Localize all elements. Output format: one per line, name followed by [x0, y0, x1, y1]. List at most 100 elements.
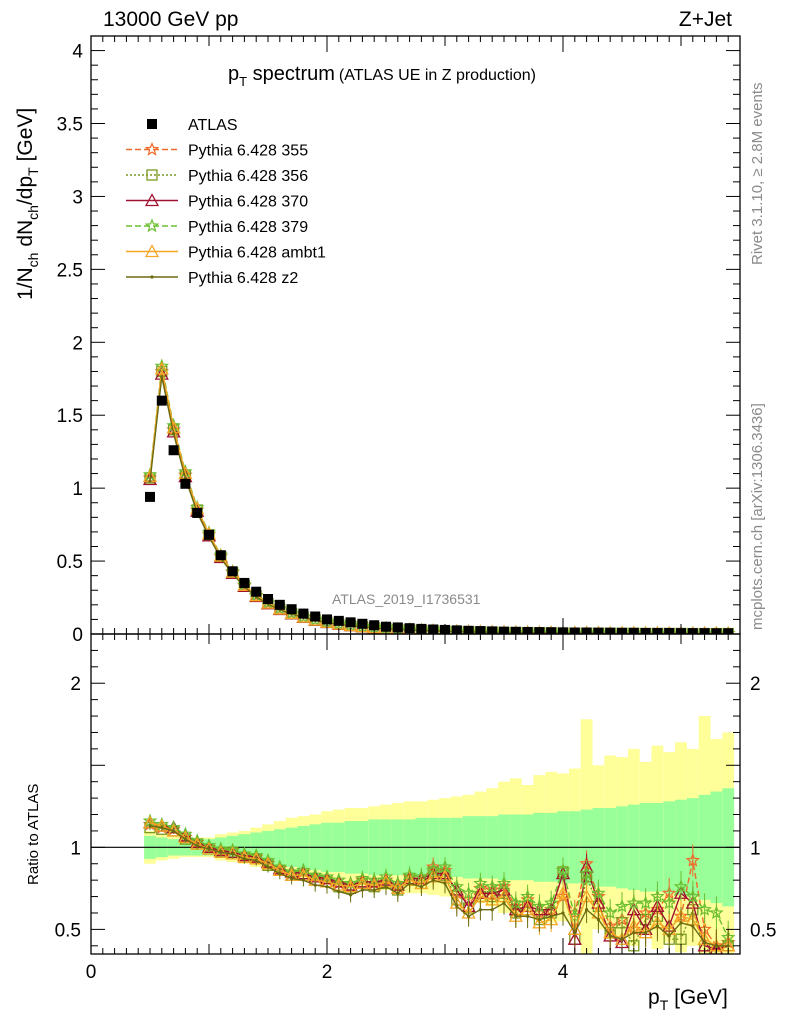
legend-entry: Pythia 6.428 379	[126, 218, 308, 236]
ratio-point	[266, 865, 270, 869]
ratio-point	[490, 908, 494, 912]
analysis-watermark: ATLAS_2019_I1736531	[332, 591, 481, 607]
mcplots-label: mcplots.cern.ch [arXiv:1306.3436]	[749, 403, 766, 630]
ratio-tick-label: 1	[70, 838, 81, 859]
legend-marker	[150, 275, 154, 279]
legend-label: Pythia 6.428 ambt1	[188, 245, 326, 262]
ratio-line	[149, 825, 729, 947]
ratio-point	[455, 904, 459, 909]
atlas-point	[204, 529, 214, 540]
legend: ATLAS Pythia 6.428 355 Pythia 6.428 356 Pyt…	[126, 117, 326, 287]
atlas-point	[298, 608, 309, 619]
ratio-point	[325, 885, 329, 889]
atlas-point	[286, 604, 297, 615]
x-axis-label: pT [GeV]	[648, 986, 728, 1013]
legend-entry: Pythia 6.428 356	[126, 168, 308, 185]
legend-entry: ATLAS	[147, 117, 238, 134]
ratio-point	[555, 885, 571, 899]
ratio-point	[443, 881, 447, 886]
ratio-point	[502, 901, 506, 905]
ratio-point	[461, 885, 476, 900]
x-tick-label: 0	[86, 962, 97, 983]
y-tick-label: 2.5	[57, 260, 83, 281]
ratio-point	[290, 876, 294, 881]
ratio-point	[703, 940, 707, 945]
ratio-point	[596, 917, 601, 922]
ratio-line	[149, 822, 729, 947]
ratio-point	[514, 914, 518, 918]
ratio-point	[655, 924, 660, 928]
ratio-point	[408, 881, 412, 886]
y-tick-label: 2	[72, 333, 83, 354]
atlas-point	[333, 615, 344, 626]
y-tick-label: 0	[72, 625, 83, 646]
ratio-point	[591, 885, 606, 900]
ratio-point	[697, 902, 712, 916]
ratio-point	[561, 911, 565, 915]
ratio-point	[467, 914, 471, 918]
ratio-point	[685, 852, 701, 867]
legend-label: Pythia 6.428 356	[188, 168, 308, 185]
ratio-point	[626, 895, 642, 910]
atlas-point	[227, 566, 238, 577]
y-tick-label: 0.5	[57, 552, 83, 573]
ratio-point	[183, 837, 187, 841]
legend-label: Pythia 6.428 370	[188, 194, 308, 211]
ratio-point	[709, 905, 724, 920]
legend-marker	[144, 244, 160, 258]
ratio-point	[726, 944, 730, 948]
ratio-tick-label-right: 0.5	[750, 920, 776, 941]
mc-point	[166, 424, 181, 438]
y-axis-label: 1/Nch dNch/dpT [GeV]	[14, 108, 41, 300]
ratio-point	[709, 941, 724, 954]
ratio-point	[396, 891, 400, 895]
legend-marker	[146, 169, 158, 181]
ratio-point	[667, 934, 671, 938]
y-tick-label: 1	[72, 479, 83, 500]
ratio-point	[449, 879, 465, 893]
ratio-frame	[90, 633, 741, 955]
ratio-point	[614, 898, 630, 913]
ratio-tick-label: 2	[70, 674, 81, 695]
ratio-point	[154, 818, 169, 832]
y-tick-label: 3.5	[57, 115, 83, 136]
ratio-point	[384, 885, 388, 889]
ratio-point	[555, 862, 571, 877]
legend-marker	[147, 119, 157, 129]
ratio-point	[585, 908, 589, 912]
ratio-point	[195, 844, 199, 848]
ratio-point	[691, 924, 695, 928]
atlas-point	[357, 618, 368, 629]
ratio-point	[632, 931, 636, 935]
ratio-point	[650, 888, 665, 903]
ratio-point	[573, 931, 577, 935]
header-left: 13000 GeV pp	[103, 8, 238, 31]
plot-title: pT spectrum (ATLAS UE in Z production)	[228, 63, 536, 89]
ratio-tick-label: 0.5	[55, 920, 81, 941]
atlas-point	[215, 550, 226, 561]
ratio-point	[661, 895, 677, 910]
legend-entry: Pythia 6.428 z2	[126, 270, 298, 287]
ratio-point	[242, 857, 246, 861]
atlas-point	[145, 491, 155, 502]
ratio-y-axis-label: Ratio to ATLAS	[25, 784, 42, 885]
ratio-point	[231, 852, 235, 856]
ratio-point	[349, 893, 353, 897]
ratio-tick-label-right: 1	[750, 838, 761, 859]
mc-point	[148, 479, 152, 483]
ratio-series-group	[91, 813, 740, 954]
ratio-point	[526, 914, 530, 918]
atlas-point	[180, 478, 191, 489]
mc-point	[172, 432, 176, 436]
legend-entry: Pythia 6.428 355	[126, 141, 308, 160]
atlas-point	[274, 599, 285, 610]
ratio-point	[219, 850, 223, 854]
ratio-point	[254, 858, 258, 863]
ratio-point	[638, 895, 653, 910]
ratio-point	[431, 878, 435, 882]
ratio-point	[537, 917, 542, 922]
x-tick-label: 4	[558, 962, 569, 983]
ratio-point	[608, 934, 612, 938]
ratio-point	[714, 944, 719, 948]
mc-point	[154, 361, 169, 375]
